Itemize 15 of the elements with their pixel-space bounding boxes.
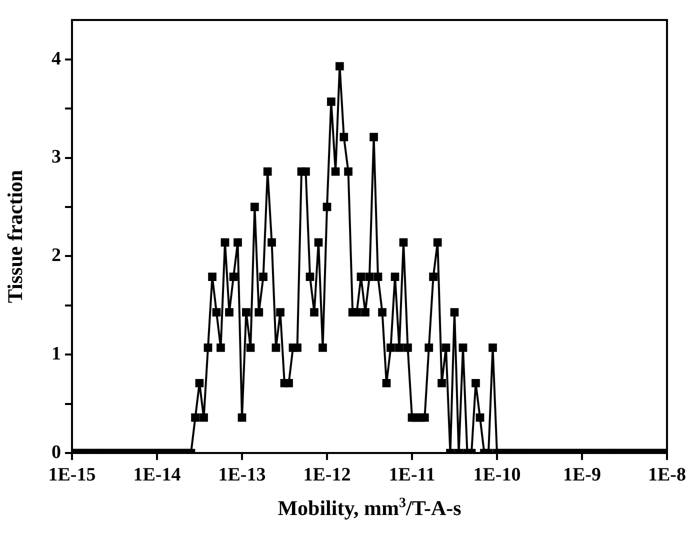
x-tick-label: 1E-15 (48, 464, 96, 486)
y-tick-label: 0 (52, 442, 61, 463)
x-tick-label: 1E-8 (648, 464, 686, 486)
y-tick-label: 2 (52, 245, 61, 266)
x-tick-label: 1E-10 (473, 464, 521, 486)
x-tick-label: 1E-13 (218, 464, 266, 486)
y-tick-label: 1 (52, 343, 61, 364)
x-axis-title: Mobility, mm$^{3}$/T-A-s (276, 496, 462, 521)
y-tick-label: 3 (52, 146, 61, 168)
x-tick-label: 1E-14 (133, 464, 182, 486)
y-tick-label: 4 (52, 48, 62, 70)
y-axis-title: Tissue fraction (3, 170, 28, 304)
x-tick-label: 1E-11 (388, 464, 436, 486)
x-tick-label: 1E-12 (303, 464, 351, 486)
x-tick-label: 1E-9 (563, 464, 601, 486)
